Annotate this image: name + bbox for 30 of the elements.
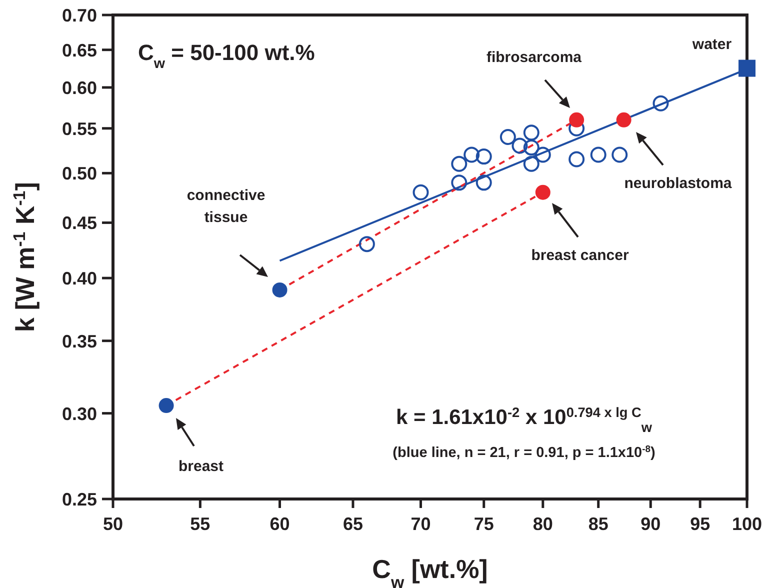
annotation: fibrosarcoma	[486, 49, 582, 66]
x-tick-label: 60	[270, 514, 290, 534]
y-tick-label: 0.40	[62, 268, 97, 289]
y-tick-label: 0.35	[62, 331, 97, 352]
annotation: breast	[178, 458, 224, 475]
y-tick-label: 0.45	[62, 213, 97, 234]
x-tick-label: 50	[102, 514, 124, 534]
y-tick-label: 0.70	[62, 6, 97, 26]
annotation: connective tissue	[186, 187, 266, 226]
y-tick-label: 0.60	[62, 78, 97, 98]
annotation: C$_{w}$ = 50-100 wt.%	[138, 40, 315, 72]
x-tick-label: 75	[474, 514, 494, 534]
x-axis-title: C$_{w}$ [wt.%]	[372, 554, 488, 588]
annotation: neuroblastoma	[624, 175, 732, 192]
y-tick-label: 0.50	[62, 164, 97, 184]
annotation: water	[691, 36, 732, 53]
x-tick-label: 55	[190, 514, 210, 534]
y-tick-label: 0.30	[62, 404, 97, 424]
y-tick-label: 0.65	[62, 40, 97, 60]
x-tick-label: 95	[690, 514, 710, 534]
x-tick-label: 100	[732, 514, 762, 534]
annotation: breast cancer	[531, 247, 629, 264]
y-tick-label: 0.55	[62, 118, 97, 139]
y-tick-label: 0.25	[62, 490, 97, 510]
x-tick-label: 70	[410, 514, 431, 534]
x-tick-label: 90	[640, 514, 661, 534]
annotation: (blue line, n = 21, r = 0.91, p = 1.1x10$^{-8}$)	[392, 442, 656, 461]
x-tick-label: 65	[342, 514, 363, 534]
x-tick-label: 85	[588, 514, 608, 534]
x-tick-label: 80	[532, 514, 553, 534]
